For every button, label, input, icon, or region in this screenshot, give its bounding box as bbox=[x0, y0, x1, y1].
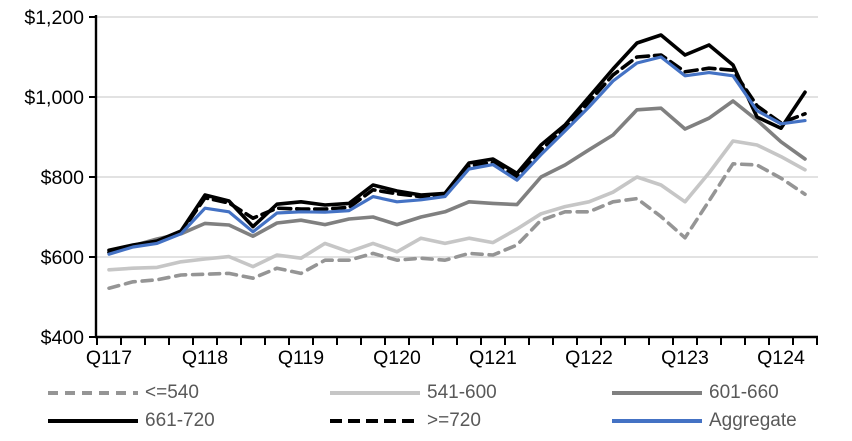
y-axis-tick-label: $1,000 bbox=[24, 87, 84, 109]
legend-line-swatch bbox=[330, 391, 420, 395]
legend-label: 541-600 bbox=[427, 382, 497, 403]
x-axis-tick-label: Q117 bbox=[86, 347, 132, 369]
y-axis-tick-label: $400 bbox=[41, 327, 85, 349]
series-line-3 bbox=[107, 33, 807, 252]
legend-line-swatch bbox=[612, 419, 702, 423]
x-axis-tick-label: Q122 bbox=[565, 347, 613, 369]
legend-line-swatch bbox=[330, 419, 420, 423]
legend-item-2: 601-660 bbox=[612, 380, 779, 406]
chart-legend: <=540 541-600 601-660 661-720 >=720 Aggregate bbox=[0, 378, 852, 438]
series-line-5 bbox=[107, 55, 807, 256]
x-axis-tick-label: Q121 bbox=[469, 347, 517, 369]
series-line-1 bbox=[107, 139, 807, 272]
legend-label: <=540 bbox=[145, 382, 199, 403]
x-axis-tick-label: Q118 bbox=[182, 347, 228, 369]
legend-item-0: <=540 bbox=[48, 380, 199, 406]
y-axis-tick-label: $1,200 bbox=[24, 7, 84, 29]
x-axis-tick-label: Q124 bbox=[757, 347, 805, 369]
x-axis-tick-label: Q123 bbox=[661, 347, 709, 369]
legend-label: 601-660 bbox=[709, 382, 779, 403]
legend-label: >=720 bbox=[427, 410, 481, 431]
y-axis-tick-label: $600 bbox=[41, 247, 85, 269]
legend-item-1: 541-600 bbox=[330, 380, 497, 406]
legend-item-4: >=720 bbox=[330, 408, 481, 434]
y-axis-tick-label: $800 bbox=[41, 167, 85, 189]
series-line-0 bbox=[107, 162, 807, 291]
legend-label: 661-720 bbox=[145, 410, 215, 431]
legend-item-3: 661-720 bbox=[48, 408, 215, 434]
legend-label: Aggregate bbox=[709, 410, 797, 431]
x-axis-tick-label: Q120 bbox=[373, 347, 421, 369]
legend-line-swatch bbox=[48, 419, 138, 423]
series-line-2 bbox=[107, 99, 807, 254]
legend-line-swatch bbox=[612, 391, 702, 395]
legend-item-5: Aggregate bbox=[612, 408, 797, 434]
legend-line-swatch bbox=[48, 391, 138, 395]
x-axis-tick-label: Q119 bbox=[278, 347, 324, 369]
